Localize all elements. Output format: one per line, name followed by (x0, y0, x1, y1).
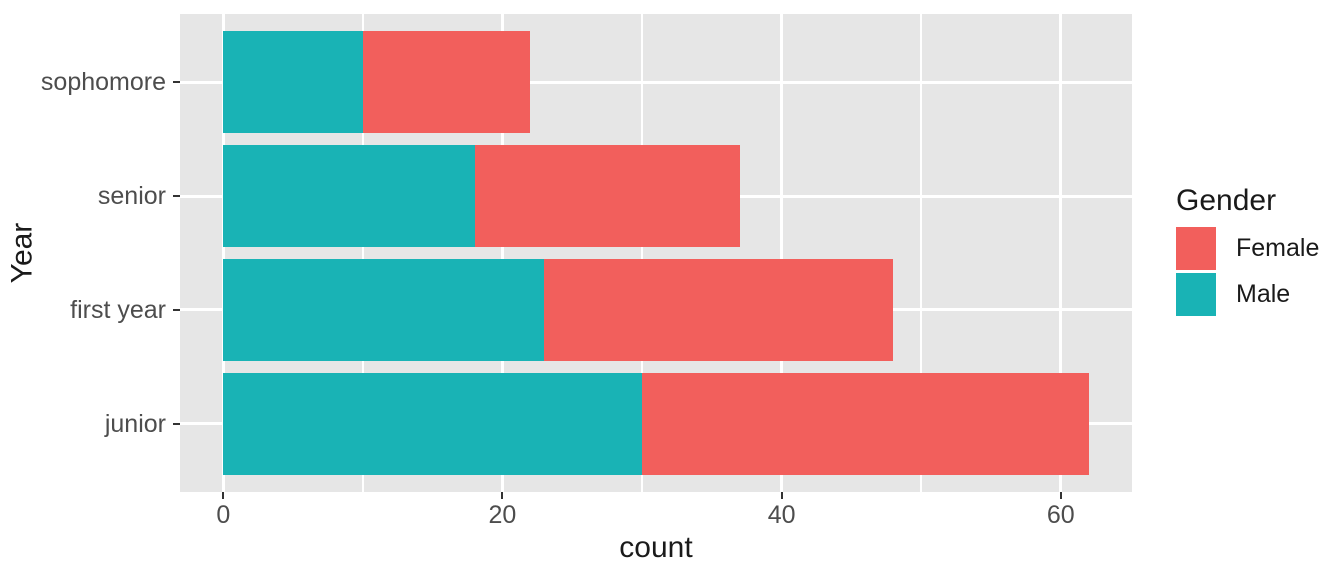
legend-swatch-female (1176, 227, 1216, 270)
bar-segment-senior-female (474, 144, 740, 248)
bar-segment-sophomore-female (362, 31, 531, 134)
bar-segment-junior-male (223, 372, 643, 475)
legend: Gender Female Male (1176, 184, 1319, 319)
y-tick-label-sophomore: sophomore (40, 68, 166, 97)
x-tick-label-60: 60 (1046, 501, 1075, 529)
major-gridline-y-sophomore (180, 80, 1132, 84)
x-tick-mark-60 (1059, 492, 1062, 499)
x-axis-title: count (619, 531, 693, 564)
y-tick-mark-junior (173, 422, 180, 425)
major-gridline-x-20 (500, 14, 504, 492)
bar-segment-sophomore-male (223, 31, 363, 134)
legend-title: Gender (1176, 184, 1277, 217)
legend-entry-male: Male (1176, 273, 1319, 316)
bar-segment-first-year-female (544, 258, 894, 362)
minor-gridline-x-30 (641, 14, 644, 492)
x-tick-label-40: 40 (767, 501, 796, 529)
y-axis-title: Year (5, 222, 38, 284)
y-tick-label-senior: senior (97, 182, 166, 211)
minor-gridline-x-50 (920, 14, 923, 492)
y-tick-mark-sophomore (173, 81, 180, 84)
x-tick-label-0: 0 (216, 501, 231, 529)
bar-segment-senior-male (223, 144, 475, 248)
x-tick-mark-40 (780, 492, 783, 499)
major-gridline-x-40 (780, 14, 784, 492)
minor-gridline-x-10 (361, 14, 364, 492)
x-tick-label-20: 20 (488, 501, 517, 529)
bar-segment-junior-female (642, 372, 1089, 475)
major-gridline-x-0 (221, 14, 225, 492)
y-tick-label-first-year: first year (70, 295, 166, 324)
legend-label-female: Female (1236, 234, 1320, 262)
y-tick-mark-first-year (173, 308, 180, 311)
plot-panel (180, 14, 1132, 492)
y-tick-label-junior: junior (104, 409, 166, 438)
legend-label-male: Male (1236, 280, 1291, 308)
legend-entries: Female Male (1176, 227, 1319, 316)
y-tick-mark-senior (173, 195, 180, 198)
bar-segment-first-year-male (223, 258, 545, 362)
x-tick-mark-20 (501, 492, 504, 499)
legend-swatch-male (1176, 273, 1216, 316)
major-gridline-x-60 (1059, 14, 1063, 492)
legend-entry-female: Female (1176, 227, 1319, 270)
x-tick-mark-0 (222, 492, 225, 499)
